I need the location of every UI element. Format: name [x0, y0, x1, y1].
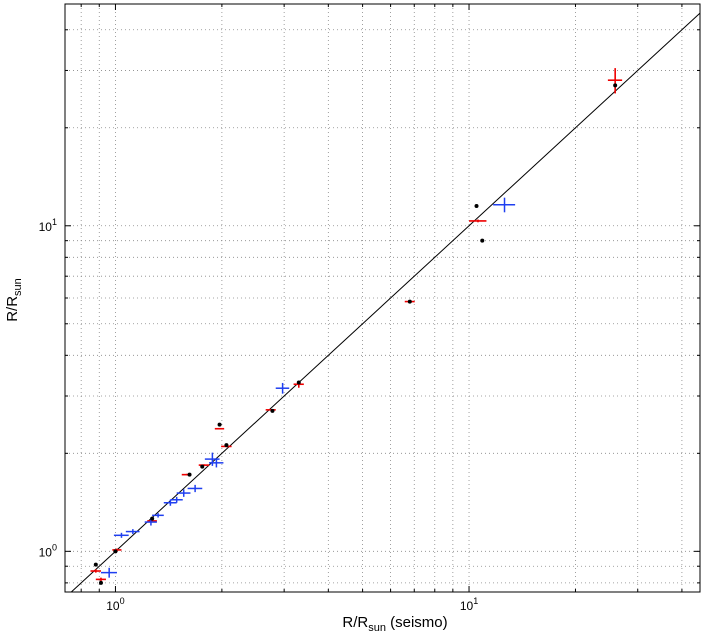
black-point	[98, 580, 103, 585]
black-point	[480, 238, 485, 243]
red-errorbar-point	[469, 219, 487, 223]
black-point	[270, 408, 275, 413]
black-point	[150, 516, 155, 521]
x-tick-label: 101	[460, 596, 478, 613]
black-point	[407, 299, 412, 304]
blue-errorbar-point	[209, 458, 224, 468]
black-point	[187, 472, 192, 477]
reference-line-group	[70, 12, 701, 593]
red-errorbar-point	[90, 569, 101, 573]
blue-errorbar-point	[204, 452, 220, 466]
blue-errorbar-point	[100, 567, 117, 578]
blue-errorbar-point	[493, 197, 516, 213]
red-errorbar-point	[607, 68, 623, 94]
black-point	[113, 549, 118, 554]
blue-errorbar-point	[163, 499, 177, 506]
blue-errorbar-point	[176, 489, 191, 497]
blue-errorbar-point	[125, 529, 140, 535]
red-errorbar-point	[214, 427, 225, 430]
red-errorbar-point	[198, 464, 210, 466]
blue-errorbar-point	[187, 484, 203, 493]
black-point	[296, 380, 301, 385]
blue-errorbar-point	[275, 382, 290, 394]
black-point	[613, 83, 618, 88]
black-point	[200, 464, 205, 469]
blue-errorbar-point	[170, 496, 183, 503]
black-point	[474, 204, 479, 209]
data-marks	[90, 68, 623, 585]
red-errorbar-point	[95, 577, 106, 582]
black-point	[224, 443, 229, 448]
y-tick-label: 100	[39, 542, 57, 559]
axis-ticks: 100 101 100 101	[39, 4, 700, 613]
grid	[65, 4, 700, 592]
plot-frame	[64, 3, 701, 593]
blue-errorbar-point	[152, 513, 164, 518]
y-tick-label: 101	[39, 217, 57, 234]
x-tick-label: 100	[106, 596, 124, 613]
y-axis-title: R/Rsun	[4, 278, 24, 322]
black-point	[217, 422, 222, 427]
reference-line	[70, 12, 701, 593]
black-point	[93, 562, 98, 567]
blue-errorbar-point	[113, 532, 129, 538]
x-axis-title: R/Rsun (seismo)	[342, 614, 447, 634]
